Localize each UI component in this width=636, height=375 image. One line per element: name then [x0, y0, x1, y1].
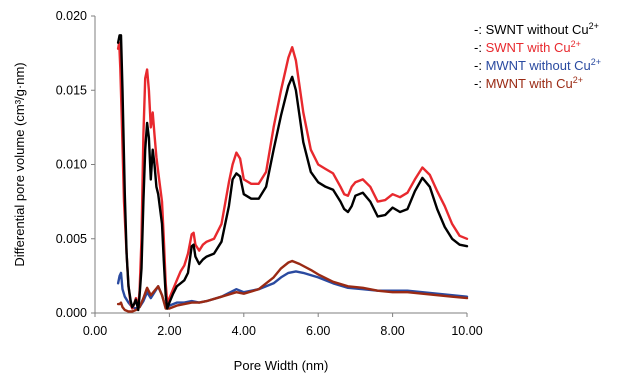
x-tick-label: 2.00: [157, 324, 181, 338]
legend-superscript: 2+: [573, 75, 583, 85]
series-line-4: [116, 259, 469, 313]
legend-superscript: 2+: [571, 39, 581, 49]
x-tick-label: 8.00: [380, 324, 404, 338]
y-ticks: 0.000 0.005 0.010 0.015 0.020: [56, 9, 95, 320]
x-tick-label: 10.00: [451, 324, 482, 338]
legend-entry-4: -: MWNT with Cu2+: [474, 75, 583, 91]
legend-label: MWNT with Cu: [486, 76, 573, 91]
y-tick-label: 0.010: [56, 158, 87, 172]
y-tick-label: 0.015: [56, 83, 87, 97]
series-line-1: [116, 34, 469, 312]
legend-label: SWNT without Cu: [486, 22, 589, 37]
legend-label: SWNT with Cu: [486, 40, 571, 55]
legend-superscript: 2+: [591, 57, 601, 67]
legend-prefix: -:: [474, 58, 486, 73]
y-tick-label: 0.005: [56, 232, 87, 246]
legend-label: MWNT without Cu: [486, 58, 591, 73]
x-ticks: 0.00 2.00 4.00 6.00 8.00 10.00: [83, 313, 483, 338]
x-axis-title: Pore Width (nm): [234, 358, 329, 373]
legend-prefix: -:: [474, 76, 486, 91]
legend-superscript: 2+: [589, 21, 599, 31]
legend-prefix: -:: [474, 40, 486, 55]
legend-entry-2: -: SWNT with Cu2+: [474, 39, 581, 55]
y-tick-label: 0.020: [56, 9, 87, 23]
legend-entry-1: -: SWNT without Cu2+: [474, 21, 599, 37]
x-tick-label: 6.00: [306, 324, 330, 338]
x-tick-label: 0.00: [83, 324, 107, 338]
legend: -: SWNT without Cu2+-: SWNT with Cu2+-: …: [474, 21, 601, 91]
y-tick-label: 0.000: [56, 306, 87, 320]
y-axis-title: Differential pore volume (cm³/g·nm): [12, 62, 27, 266]
x-tick-label: 4.00: [232, 324, 256, 338]
legend-entry-3: -: MWNT without Cu2+: [474, 57, 601, 73]
series-lines: [116, 34, 469, 313]
legend-prefix: -:: [474, 22, 486, 37]
